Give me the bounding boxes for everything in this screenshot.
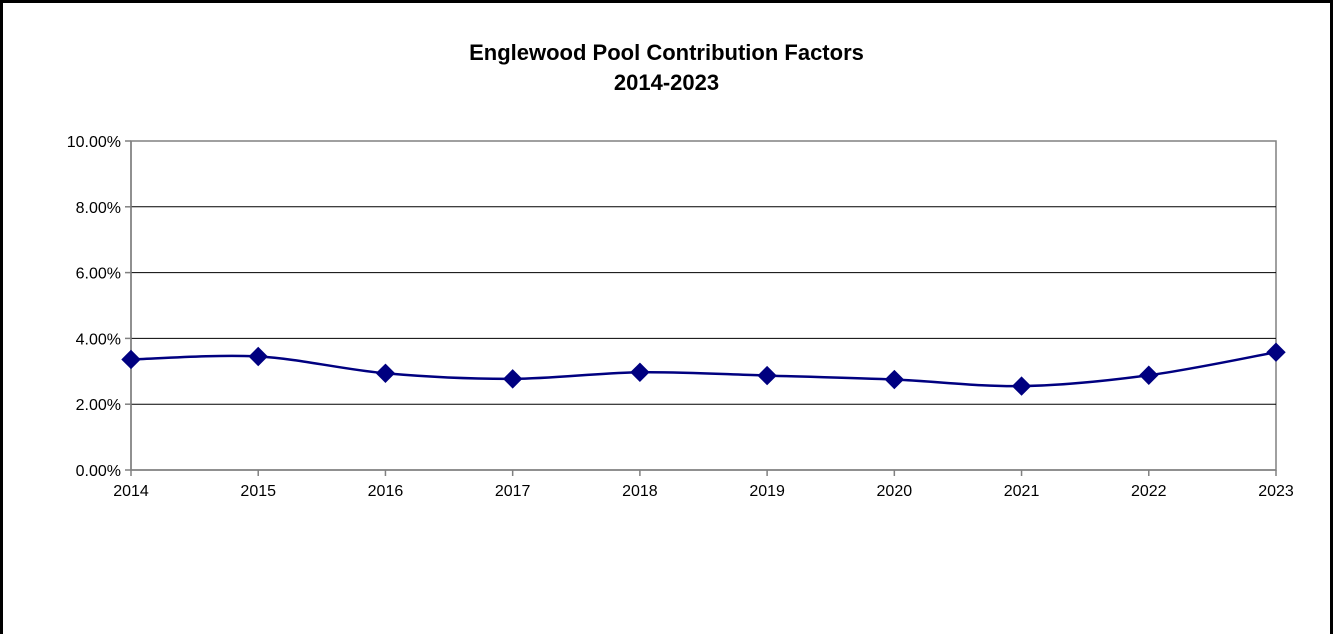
axes xyxy=(130,141,1276,471)
x-tick-label: 2020 xyxy=(877,483,913,500)
x-tick-label: 2016 xyxy=(368,483,404,500)
x-tick-label: 2023 xyxy=(1258,483,1294,500)
x-tick-label: 2019 xyxy=(749,483,785,500)
y-tick-label: 10.00% xyxy=(67,134,121,151)
gridlines xyxy=(131,206,1276,405)
data-point xyxy=(1139,365,1159,385)
series-group xyxy=(121,342,1286,396)
data-point xyxy=(757,365,777,386)
x-tick-label: 2015 xyxy=(240,483,276,500)
x-axis-ticks: 2014 2015 2016 2017 2018 2019 2020 2021 2022 2023 xyxy=(113,470,1294,500)
plot-area xyxy=(130,140,1277,471)
data-point xyxy=(884,369,905,390)
data-point xyxy=(375,363,396,383)
chart-subtitle: 2014-2023 xyxy=(613,70,720,95)
x-tick-label: 2022 xyxy=(1131,483,1167,500)
x-tick-label: 2021 xyxy=(1004,483,1040,500)
y-tick-label: 2.00% xyxy=(76,397,121,414)
y-tick-label: 6.00% xyxy=(76,266,121,283)
data-point xyxy=(121,349,141,370)
data-point xyxy=(248,346,268,367)
y-tick-label: 4.00% xyxy=(76,331,121,348)
data-point xyxy=(630,362,650,382)
series-line xyxy=(130,350,1277,388)
x-tick-label: 2014 xyxy=(113,483,149,500)
x-tick-label: 2017 xyxy=(495,483,531,500)
chart-title-block: Englewood Pool Contribution Factors 2014… xyxy=(0,38,1333,98)
data-point xyxy=(1266,342,1286,362)
data-point xyxy=(502,369,523,389)
x-tick-label: 2018 xyxy=(622,483,658,500)
data-point xyxy=(1011,376,1032,396)
y-axis-ticks: 0.00% 2.00% 4.00% 6.00% 8.00% 10.00% xyxy=(67,134,131,480)
y-tick-label: 8.00% xyxy=(76,200,121,217)
y-tick-label: 0.00% xyxy=(76,463,121,480)
chart-title: Englewood Pool Contribution Factors xyxy=(469,40,864,65)
